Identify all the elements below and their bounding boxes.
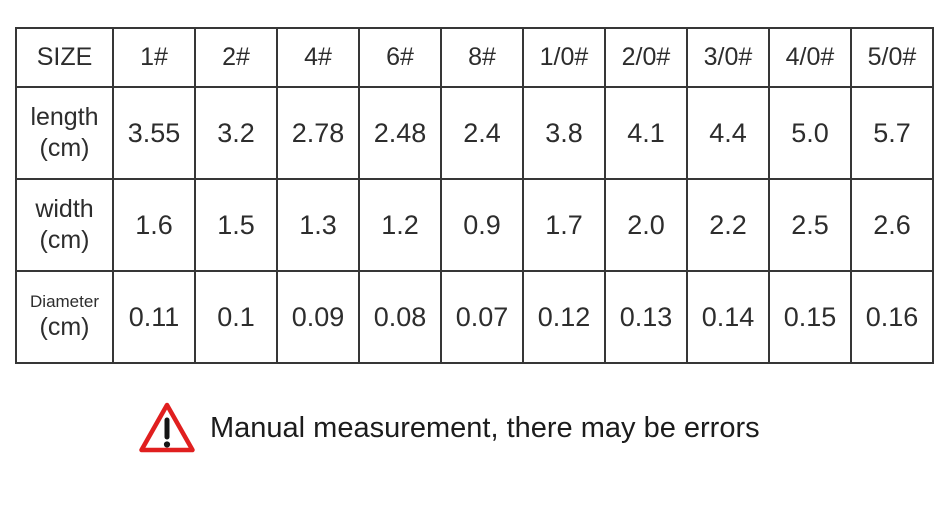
table-cell: 0.16 bbox=[850, 270, 934, 364]
table-cell: 0.15 bbox=[768, 270, 852, 364]
column-header: 8# bbox=[440, 27, 524, 88]
row-label-length: length (cm) bbox=[15, 86, 114, 180]
table-cell: 2.48 bbox=[358, 86, 442, 180]
table-cell: 0.14 bbox=[686, 270, 770, 364]
row-label-unit: (cm) bbox=[39, 134, 90, 162]
table-cell: 3.2 bbox=[194, 86, 278, 180]
column-header: 4/0# bbox=[768, 27, 852, 88]
warning-triangle-icon bbox=[139, 402, 195, 453]
column-header: 2/0# bbox=[604, 27, 688, 88]
warning-notice: Manual measurement, there may be errors bbox=[138, 400, 760, 456]
table-row-width: width (cm) 1.6 1.5 1.3 1.2 0.9 1.7 2.0 2… bbox=[15, 178, 934, 272]
column-header: 3/0# bbox=[686, 27, 770, 88]
table-cell: 2.4 bbox=[440, 86, 524, 180]
row-label-text: width bbox=[35, 194, 94, 223]
table-cell: 4.1 bbox=[604, 86, 688, 180]
column-header: 1/0# bbox=[522, 27, 606, 88]
size-chart-table: SIZE 1# 2# 4# 6# 8# 1/0# 2/0# 3/0# 4/0# … bbox=[15, 27, 934, 364]
column-header: 6# bbox=[358, 27, 442, 88]
column-header: 2# bbox=[194, 27, 278, 88]
column-header: 5/0# bbox=[850, 27, 934, 88]
table-cell: 0.1 bbox=[194, 270, 278, 364]
table-cell: 2.5 bbox=[768, 178, 852, 272]
table-cell: 1.3 bbox=[276, 178, 360, 272]
table-cell: 5.7 bbox=[850, 86, 934, 180]
table-cell: 1.7 bbox=[522, 178, 606, 272]
column-header-size: SIZE bbox=[15, 27, 114, 88]
notice-text: Manual measurement, there may be errors bbox=[210, 411, 760, 444]
table-cell: 3.55 bbox=[112, 86, 196, 180]
row-label-text: Diameter bbox=[30, 291, 99, 311]
table-row-diameter: Diameter (cm) 0.11 0.1 0.09 0.08 0.07 0.… bbox=[15, 270, 934, 364]
table-cell: 3.8 bbox=[522, 86, 606, 180]
table-cell: 2.2 bbox=[686, 178, 770, 272]
table-cell: 1.5 bbox=[194, 178, 278, 272]
table-cell: 0.9 bbox=[440, 178, 524, 272]
table-cell: 2.6 bbox=[850, 178, 934, 272]
column-header: 1# bbox=[112, 27, 196, 88]
table-cell: 2.78 bbox=[276, 86, 360, 180]
table-cell: 0.07 bbox=[440, 270, 524, 364]
table-cell: 0.11 bbox=[112, 270, 196, 364]
table-cell: 0.09 bbox=[276, 270, 360, 364]
column-header: 4# bbox=[276, 27, 360, 88]
row-label-unit: (cm) bbox=[39, 313, 90, 341]
table-header-row: SIZE 1# 2# 4# 6# 8# 1/0# 2/0# 3/0# 4/0# … bbox=[15, 27, 934, 88]
table-cell: 1.2 bbox=[358, 178, 442, 272]
row-label-width: width (cm) bbox=[15, 178, 114, 272]
table-cell: 0.12 bbox=[522, 270, 606, 364]
table-row-length: length (cm) 3.55 3.2 2.78 2.48 2.4 3.8 4… bbox=[15, 86, 934, 180]
table-cell: 0.08 bbox=[358, 270, 442, 364]
table-cell: 4.4 bbox=[686, 86, 770, 180]
row-label-unit: (cm) bbox=[39, 226, 90, 254]
row-label-text: length bbox=[30, 102, 99, 131]
table-cell: 2.0 bbox=[604, 178, 688, 272]
table-cell: 5.0 bbox=[768, 86, 852, 180]
row-label-diameter: Diameter (cm) bbox=[15, 270, 114, 364]
table-cell: 0.13 bbox=[604, 270, 688, 364]
table-cell: 1.6 bbox=[112, 178, 196, 272]
